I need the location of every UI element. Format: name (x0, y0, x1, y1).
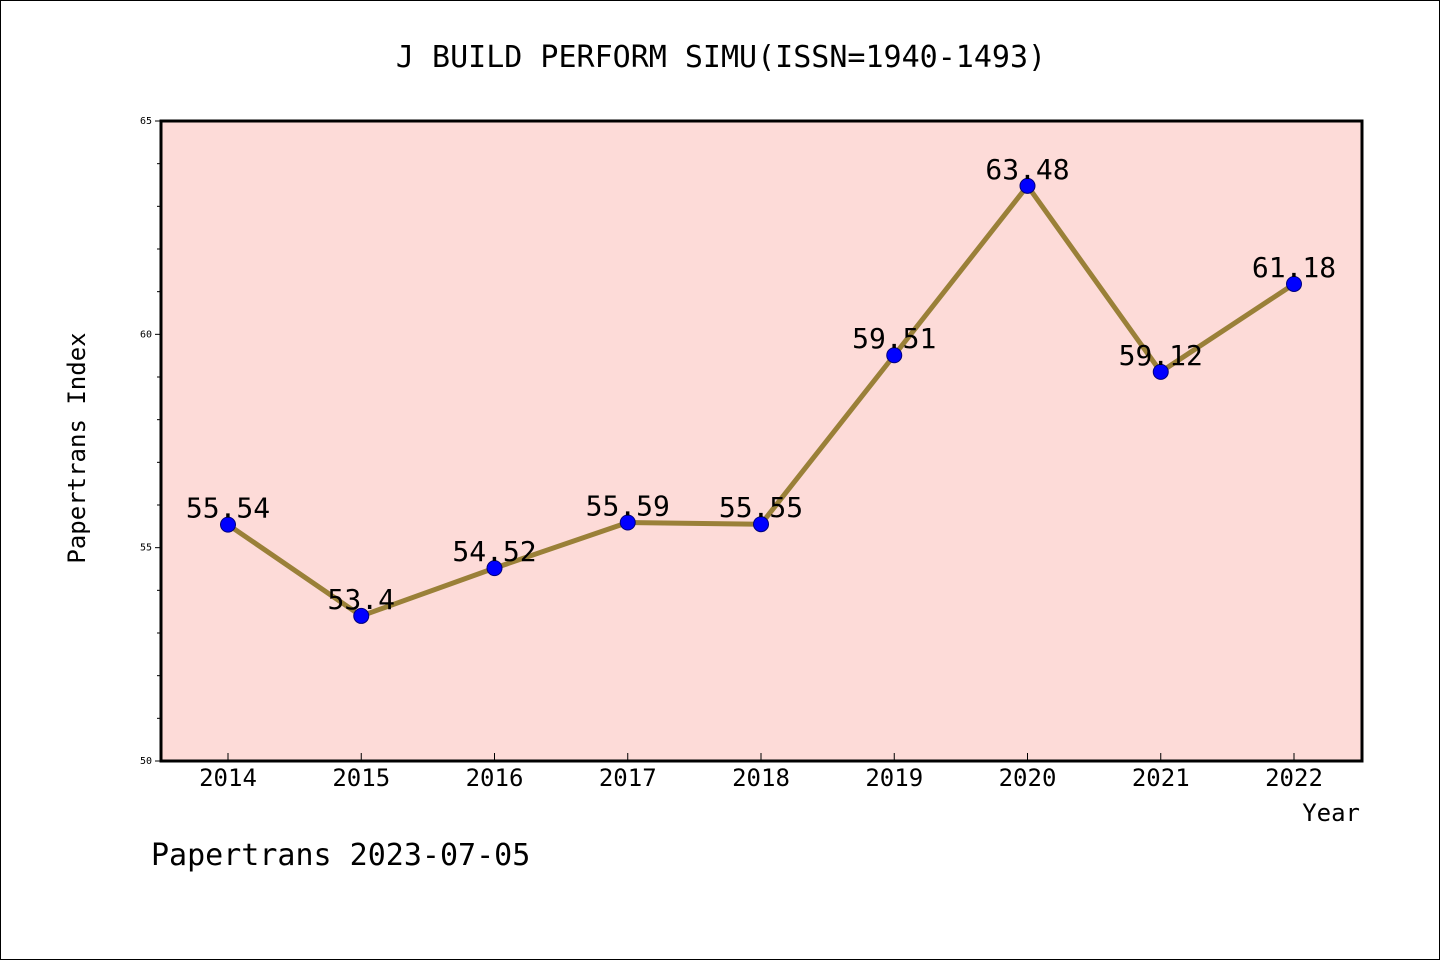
x-tick-label: 2019 (865, 764, 923, 792)
y-axis-label: Papertrans Index (63, 332, 91, 563)
data-label: 53.4 (328, 583, 395, 616)
data-labels-group: 55.54 53.4 54.52 55.59 55.55 59.51 63.48 59.12 6… (186, 153, 1336, 616)
x-tick-label: 2021 (1132, 764, 1190, 792)
x-tick-label: 2016 (466, 764, 524, 792)
data-point (353, 607, 370, 624)
data-label: 54.52 (452, 535, 536, 568)
data-point (220, 516, 236, 533)
data-point (753, 516, 769, 533)
x-axis-label: Year (1302, 799, 1360, 827)
data-label: 55.55 (719, 491, 803, 524)
data-label: 55.54 (186, 492, 270, 525)
footer-text: Papertrans 2023-07-05 (151, 838, 530, 873)
y-tick-label: 65 (140, 116, 152, 127)
data-label: 63.48 (985, 153, 1069, 186)
data-point (1152, 363, 1169, 380)
x-tick-label: 2020 (999, 764, 1057, 792)
data-label: 61.18 (1252, 251, 1336, 284)
data-label: 59.12 (1119, 339, 1203, 372)
series-points-group (220, 177, 1302, 624)
plot-area (159, 119, 1364, 763)
x-tick-label: 2017 (599, 764, 657, 792)
chart-title: J BUILD PERFORM SIMU(ISSN=1940-1493) (396, 40, 1046, 75)
x-tick-label: 2018 (732, 764, 790, 792)
data-label: 59.51 (852, 322, 936, 355)
data-point (1019, 177, 1036, 194)
y-tick-label: 50 (140, 756, 152, 767)
y-tick-label: 60 (140, 329, 152, 340)
x-tick-label: 2015 (332, 764, 390, 792)
data-point (486, 560, 503, 577)
data-point (886, 347, 903, 364)
y-tick-label: 55 (140, 543, 152, 554)
x-axis: 2014 2015 2016 2017 2018 2019 2020 2021 2022 (199, 753, 1323, 792)
data-point (1286, 275, 1302, 292)
x-tick-label: 2014 (199, 764, 257, 792)
y-axis: 50 55 60 65 (140, 116, 161, 767)
data-label: 55.59 (586, 489, 670, 522)
data-point (619, 514, 636, 531)
x-tick-label: 2022 (1265, 764, 1323, 792)
